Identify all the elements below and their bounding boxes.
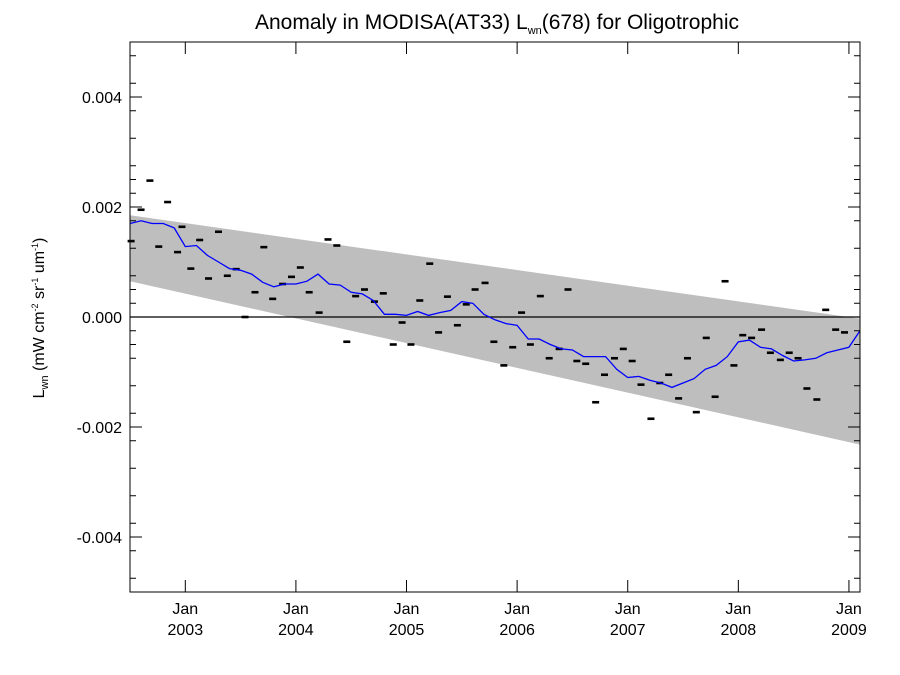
y-tick-label: -0.002 [77, 420, 122, 437]
y-tick-label: -0.004 [77, 530, 122, 547]
x-tick-label-year: 2003 [168, 622, 204, 639]
x-tick-label-year: 2005 [389, 622, 425, 639]
x-tick-label-year: 2009 [831, 622, 867, 639]
x-tick-label-year: 2006 [499, 622, 535, 639]
y-tick-label: 0.002 [82, 200, 122, 217]
y-tick-label: 0.000 [82, 310, 122, 327]
x-tick-label-month: Jan [172, 601, 198, 618]
svg-text:Lwn (mW cm-2 sr-1 um-1): Lwn (mW cm-2 sr-1 um-1) [30, 238, 51, 399]
confidence-band [130, 215, 860, 445]
y-tick-label: 0.004 [82, 90, 122, 107]
x-tick-label-month: Jan [283, 601, 309, 618]
x-tick-label-month: Jan [504, 601, 530, 618]
x-tick-label-year: 2007 [610, 622, 646, 639]
x-tick-label-month: Jan [836, 601, 862, 618]
chart-title: Anomaly in MODISA(AT33) Lwn(678) for Oli… [255, 11, 739, 37]
y-axis-label: Lwn (mW cm-2 sr-1 um-1) [30, 238, 51, 399]
x-tick-label-year: 2008 [721, 622, 757, 639]
x-tick-label-month: Jan [615, 601, 641, 618]
series-line [129, 220, 861, 389]
x-tick-label-month: Jan [725, 601, 751, 618]
x-tick-label-year: 2004 [278, 622, 314, 639]
x-tick-label-month: Jan [394, 601, 420, 618]
